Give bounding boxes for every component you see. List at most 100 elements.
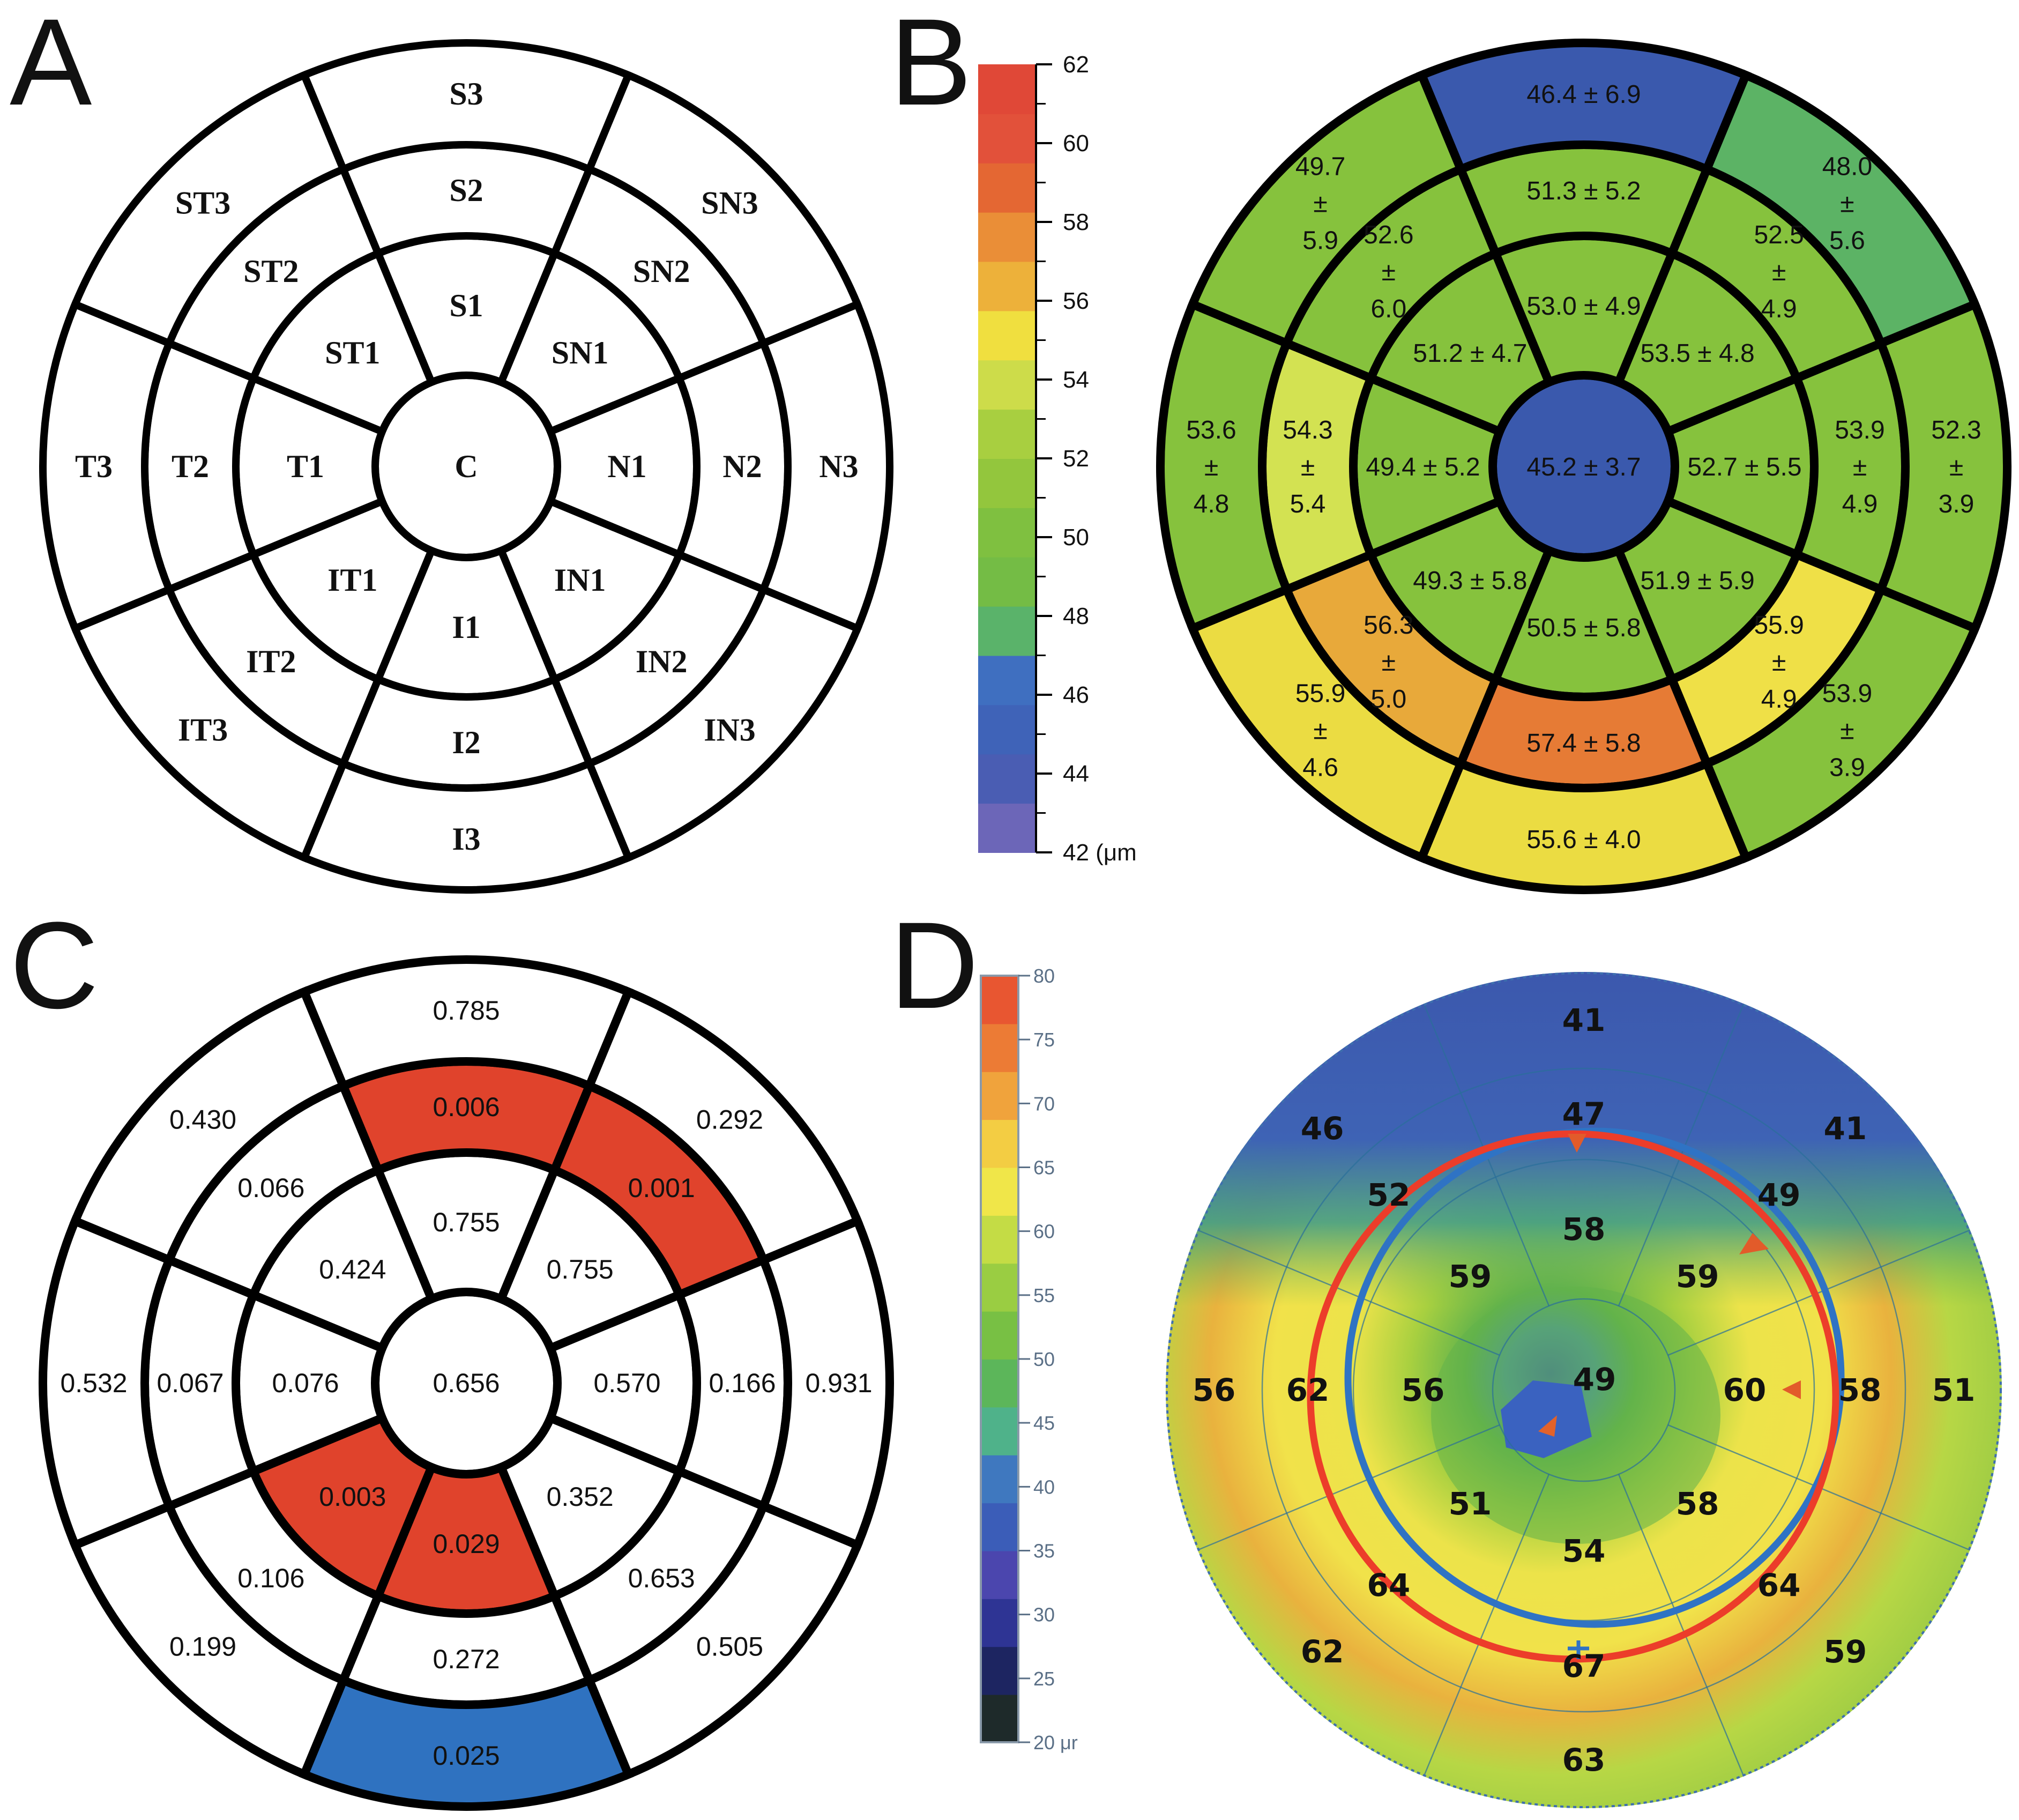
sector-pvalue-n3: 0.931 — [805, 1368, 872, 1398]
map-value-s3: 41 — [1562, 1002, 1606, 1038]
sector-pvalue-st3: 0.430 — [169, 1105, 236, 1135]
sector-sd-sn1: 4.8 — [1719, 339, 1755, 368]
sector-label-t2: T2 — [172, 449, 209, 484]
sector-label-sn2: SN2 — [633, 254, 690, 289]
grid-ring — [1352, 1158, 1815, 1622]
plus-minus-sign: ± — [1416, 453, 1444, 481]
scale-band — [978, 310, 1036, 361]
scale-tick-label: 60 — [1033, 1221, 1055, 1243]
sector-sd-sn2: 4.9 — [1761, 295, 1797, 323]
grid-ring — [1261, 1067, 1906, 1713]
sector-st3 — [70, 70, 348, 348]
plus-minus-sign: ± — [1738, 453, 1766, 481]
sector-label-it1: IT1 — [327, 562, 377, 598]
sector-sd-sn3: 5.6 — [1829, 227, 1865, 255]
sector-label-in2: IN2 — [636, 644, 688, 679]
sector-n2 — [1791, 337, 1910, 596]
map-value-it2: 64 — [1367, 1567, 1410, 1603]
sector-sd-t2: 5.4 — [1290, 490, 1326, 518]
panel-d-color-scale: 80 75 70 65 60 55 50 45 40 35 30 25 20 μr — [980, 965, 1078, 1754]
sector-pvalue-t3: 0.532 — [60, 1368, 127, 1398]
plus-minus-sign: ± — [1313, 190, 1327, 218]
sector-value-i3: 55.6 ± 4.0 — [1526, 826, 1641, 854]
sector-mean-it1: 49.3 — [1413, 567, 1463, 595]
map-value-it1: 51 — [1449, 1485, 1492, 1522]
sector-mean-st3: 49.7 — [1295, 153, 1345, 181]
sector-mean-in3: 53.9 — [1822, 679, 1872, 708]
sector-label-st2: ST2 — [243, 254, 299, 289]
sector-value-in1: 51.9 ± 5.9 — [1641, 567, 1755, 595]
sector-pvalue-n1: 0.570 — [593, 1368, 660, 1398]
sector-pvalue-sn2: 0.001 — [628, 1173, 695, 1203]
map-value-in3: 59 — [1824, 1633, 1867, 1670]
sector-mean-in1: 51.9 — [1641, 567, 1690, 595]
sector-pvalue-i1: 0.029 — [433, 1529, 500, 1559]
map-value-n1: 60 — [1723, 1372, 1767, 1408]
scale-tick-label: 35 — [1033, 1540, 1055, 1562]
sector-label-n2: N2 — [722, 449, 762, 484]
scale-band — [978, 261, 1036, 311]
scale-band — [981, 1503, 1018, 1551]
sector-sd-st2: 6.0 — [1370, 295, 1406, 323]
grid-spoke — [1197, 1229, 1500, 1356]
map-value-n3: 51 — [1932, 1372, 1976, 1408]
plus-minus-sign: ± — [1690, 339, 1719, 368]
grid-ring — [1492, 1298, 1676, 1482]
grid-spoke — [1618, 1474, 1745, 1777]
map-value-in2: 64 — [1757, 1567, 1801, 1603]
sector-mean-in2: 55.9 — [1754, 611, 1804, 640]
plus-minus-sign: ± — [1463, 339, 1492, 368]
grid-spoke — [1423, 1474, 1550, 1777]
sector-pvalue-s1: 0.755 — [433, 1207, 500, 1237]
fovea-marker-icon — [1538, 1415, 1557, 1437]
scale-band — [978, 507, 1036, 558]
plus-minus-sign: ± — [1577, 177, 1605, 205]
scale-tick-label: 48 — [1063, 603, 1089, 629]
sector-pvalue-in2: 0.653 — [628, 1563, 695, 1593]
plus-minus-sign: ± — [1313, 716, 1327, 745]
scale-band — [981, 1407, 1018, 1455]
sector-label-st3: ST3 — [175, 185, 230, 221]
scale-band — [978, 212, 1036, 262]
sector-sd-i3: 4.0 — [1605, 826, 1641, 854]
sector-label-c: C — [455, 449, 478, 484]
sector-value-i2: 57.4 ± 5.8 — [1526, 729, 1641, 757]
scale-unit-label: 42 (μm — [1063, 840, 1137, 866]
sector-label-sn3: SN3 — [701, 185, 758, 221]
sector-label-sn1: SN1 — [552, 335, 609, 370]
sector-pvalue-sn1: 0.755 — [547, 1254, 614, 1284]
plus-minus-sign: ± — [1772, 258, 1786, 286]
sector-value-it1: 49.3 ± 5.8 — [1413, 567, 1527, 595]
sector-pvalue-sn3: 0.292 — [696, 1105, 763, 1135]
sector-mean-n2: 53.9 — [1835, 416, 1884, 444]
map-value-s1: 58 — [1562, 1211, 1606, 1247]
scale-tick-label: 40 — [1033, 1476, 1055, 1498]
sector-pvalue-s2: 0.006 — [433, 1092, 500, 1122]
sector-mean-sn2: 52.5 — [1754, 221, 1804, 249]
sector-sd-c: 3.7 — [1605, 453, 1641, 481]
panel-label-d: D — [890, 896, 979, 1034]
sector-pvalue-t1: 0.076 — [272, 1368, 339, 1398]
scale-tick-label: 56 — [1063, 288, 1089, 314]
panel-d-topography-map: 49 58 59 60 58 54 51 56 59 47 49 58 64 67 64 62 52 41 41 51… — [1166, 972, 2002, 1808]
scale-band — [978, 113, 1036, 164]
sector-mean-t3: 53.6 — [1186, 416, 1236, 444]
plus-minus-sign: ± — [1853, 453, 1867, 481]
scale-tick-label: 44 — [1063, 761, 1089, 787]
sector-sd-s1: 4.9 — [1605, 292, 1641, 321]
sector-sd-in3: 3.9 — [1829, 753, 1865, 782]
sector-value-s2: 51.3 ± 5.2 — [1526, 177, 1641, 205]
sector-pvalue-it3: 0.199 — [169, 1631, 236, 1661]
sector-mean-st2: 52.6 — [1364, 221, 1413, 249]
sector-value-t1: 49.4 ± 5.2 — [1366, 453, 1480, 481]
sector-pvalue-st2: 0.066 — [237, 1173, 304, 1203]
sector-label-n1: N1 — [607, 449, 646, 484]
nasal-arrow-icon — [1782, 1380, 1801, 1399]
sector-label-s1: S1 — [449, 288, 483, 323]
sector-mean-s3: 46.4 — [1526, 80, 1576, 109]
sector-label-i2: I2 — [452, 725, 480, 760]
panel-b-thickness-map: 45.2 ± 3.753.0 ± 4.953.5 ± 4.852.7 ± 5.5… — [1156, 39, 2011, 894]
plus-minus-sign: ± — [1577, 729, 1605, 757]
map-border — [1166, 972, 2002, 1808]
